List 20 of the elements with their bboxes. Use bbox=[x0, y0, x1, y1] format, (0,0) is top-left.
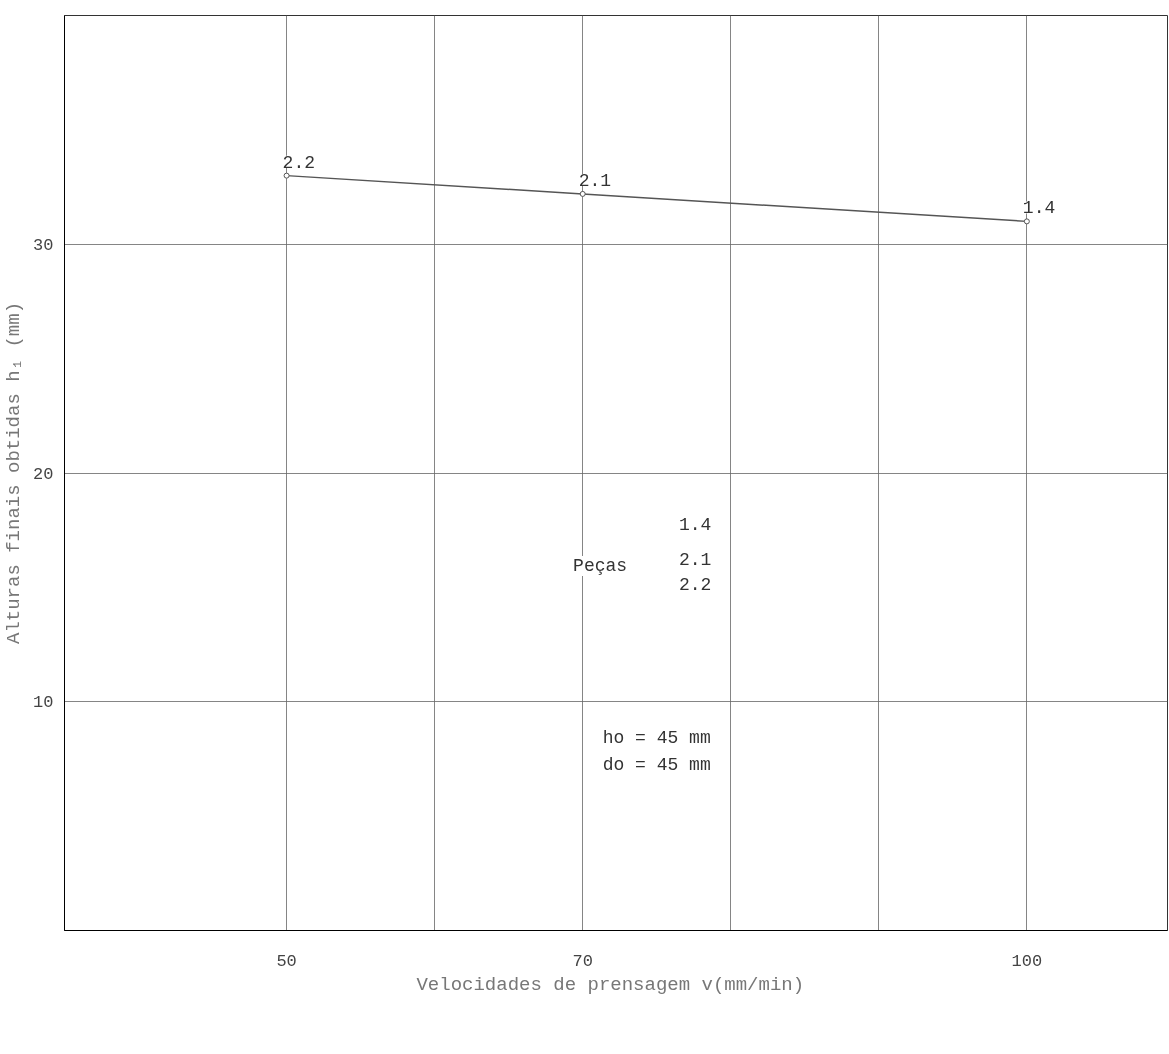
annotation: 1.4 bbox=[678, 515, 712, 536]
point bbox=[283, 172, 290, 179]
y-tick-label: 10 bbox=[33, 693, 54, 713]
y-axis-title: Alturas finais obtidas h₁ (mm) bbox=[3, 301, 26, 645]
annotation: 2.1 bbox=[678, 549, 712, 570]
annotation: 2.1 bbox=[578, 170, 612, 191]
annotation: Peças bbox=[573, 555, 628, 576]
x-tick-label: 50 bbox=[276, 951, 297, 971]
annotation: ho = 45 mm bbox=[602, 727, 711, 748]
annotation: 2.2 bbox=[678, 574, 712, 595]
y-tick-label: 30 bbox=[33, 235, 54, 255]
x-axis-title: Velocidades de prensagem v(mm/min) bbox=[416, 973, 805, 996]
x-tick-label: 100 bbox=[1011, 951, 1043, 971]
annotation: 2.2 bbox=[282, 152, 315, 173]
annotation: do = 45 mm bbox=[602, 754, 711, 775]
y-tick-label: 20 bbox=[33, 464, 54, 484]
x-tick-label: 70 bbox=[572, 951, 593, 971]
point bbox=[579, 190, 586, 197]
point bbox=[1023, 218, 1030, 225]
annotation: 1.4 bbox=[1022, 198, 1056, 219]
